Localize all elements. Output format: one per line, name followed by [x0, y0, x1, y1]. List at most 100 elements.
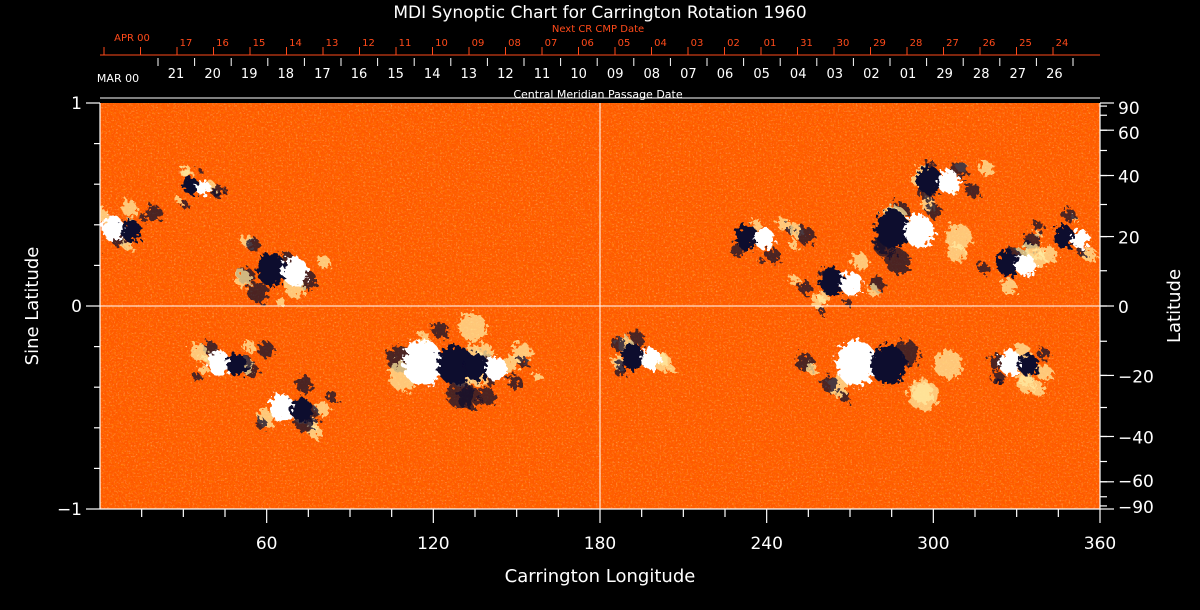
region-leading-polarity: [257, 252, 286, 287]
region-leading-polarity: [836, 339, 876, 387]
active-region: [911, 159, 994, 219]
region-trailing-polarity: [640, 347, 661, 370]
region-trailing-polarity: [754, 227, 775, 250]
region-fleck: [121, 199, 138, 217]
cmp-day-label: 06: [717, 67, 734, 82]
region-fleck: [978, 160, 994, 176]
y-right-tick-label: −60: [1118, 472, 1154, 492]
region-fleck: [532, 371, 542, 382]
next-cr-day-label: 01: [764, 38, 777, 49]
next-cr-day-label: 04: [654, 38, 667, 49]
region-fleck: [174, 196, 182, 204]
cmp-day-label: 13: [461, 67, 478, 82]
next-cr-day-label: 14: [289, 38, 302, 49]
next-cr-day-label: 28: [910, 38, 923, 49]
region-fleck: [199, 365, 209, 376]
next-cr-day-label: 03: [691, 38, 704, 49]
region-fleck: [457, 386, 482, 410]
region-fleck: [1037, 347, 1050, 360]
next-cr-day-label: 31: [800, 38, 813, 49]
region-fleck: [458, 312, 487, 342]
region-leading-polarity: [996, 250, 1019, 277]
cmp-day-label: 07: [680, 67, 697, 82]
active-region: [1033, 207, 1117, 263]
y-right-tick-label: 90: [1118, 99, 1140, 119]
next-cr-day-label: 16: [216, 38, 229, 49]
region-leading-polarity: [875, 209, 909, 249]
next-cr-day-label: 13: [326, 38, 339, 49]
y-right-tick-label: 40: [1118, 168, 1140, 188]
cmp-day-label: 14: [424, 67, 441, 82]
region-fleck: [100, 243, 101, 249]
region-leading-polarity: [1054, 225, 1075, 249]
region-fleck: [611, 336, 626, 351]
region-fleck: [517, 356, 529, 367]
region-fleck: [991, 371, 1005, 386]
top-axes: Next CR CMP Date APR 00 17 16 15 14 13 12 11 10 09…: [97, 24, 1100, 101]
region-fleck: [276, 296, 286, 307]
y-left-tick-label: 1: [71, 94, 82, 114]
region-trailing-polarity: [840, 271, 863, 296]
region-fleck: [1034, 230, 1041, 237]
grid-lines: [100, 103, 1100, 509]
region-leading-polarity: [269, 393, 294, 422]
y-right-tick-label: 20: [1118, 229, 1140, 249]
axes: 60 120 180 240 300 360 1 0 −1 90 60 40 20 0 −20 −40 −60 −…: [57, 94, 1154, 554]
active-region: [730, 217, 815, 264]
region-fleck: [1040, 246, 1057, 263]
region-trailing-polarity: [870, 345, 907, 385]
cmp-day-label: 20: [204, 67, 221, 82]
next-cr-day-label: 05: [618, 38, 631, 49]
next-cr-day-label: 07: [545, 38, 558, 49]
next-cr-day-label: 11: [399, 38, 412, 49]
region-fleck: [766, 249, 781, 264]
region-fleck: [667, 365, 676, 374]
next-cr-month: APR 00: [114, 33, 150, 44]
cmp-day-label: 16: [351, 67, 368, 82]
region-fleck: [255, 417, 267, 429]
region-fleck: [796, 226, 815, 245]
cmp-day-label: 21: [168, 67, 185, 82]
region-trailing-polarity: [121, 219, 142, 242]
cmp-day-label: 19: [241, 67, 258, 82]
y-axis-label-right: Latitude: [1164, 269, 1185, 343]
cmp-day-label: 01: [900, 67, 917, 82]
region-fleck: [146, 205, 162, 222]
region-fleck: [247, 282, 269, 303]
region-leading-polarity: [735, 223, 758, 250]
region-trailing-polarity: [1071, 229, 1090, 249]
region-fleck: [1105, 230, 1117, 242]
region-fleck: [821, 375, 839, 393]
region-leading-polarity: [207, 349, 230, 376]
active-region: [977, 232, 1047, 295]
region-leading-polarity: [916, 165, 942, 195]
region-fleck: [199, 354, 210, 364]
y-axis-label-left: Sine Latitude: [22, 247, 43, 366]
next-cr-day-label: 06: [581, 38, 594, 49]
region-trailing-polarity: [290, 397, 313, 422]
region-fleck: [198, 169, 203, 175]
next-cr-day-label: 10: [435, 38, 448, 49]
region-leading-polarity: [464, 352, 489, 382]
region-fleck: [139, 213, 148, 222]
active-region: [611, 330, 676, 377]
x-tick-label: 360: [1084, 534, 1116, 554]
region-fleck: [851, 252, 869, 271]
region-fleck: [257, 341, 274, 358]
region-fleck: [1076, 247, 1087, 257]
next-cr-day-label: 24: [1056, 38, 1069, 49]
region-fleck: [1062, 207, 1076, 222]
cmp-day-label: 11: [534, 67, 551, 82]
x-tick-label: 60: [256, 534, 278, 554]
y-right-tick-label: 0: [1118, 298, 1129, 318]
cmp-axis-title: Central Meridian Passage Date: [513, 88, 682, 101]
cmp-day-label: 17: [314, 67, 331, 82]
cmp-day-label: 09: [607, 67, 624, 82]
region-fleck: [933, 349, 963, 379]
region-fleck: [221, 186, 228, 193]
next-cr-day-label: 29: [873, 38, 886, 49]
region-fleck: [817, 307, 826, 315]
region-fleck: [926, 203, 942, 219]
region-fleck: [507, 374, 522, 390]
next-cr-day-label: 26: [983, 38, 996, 49]
